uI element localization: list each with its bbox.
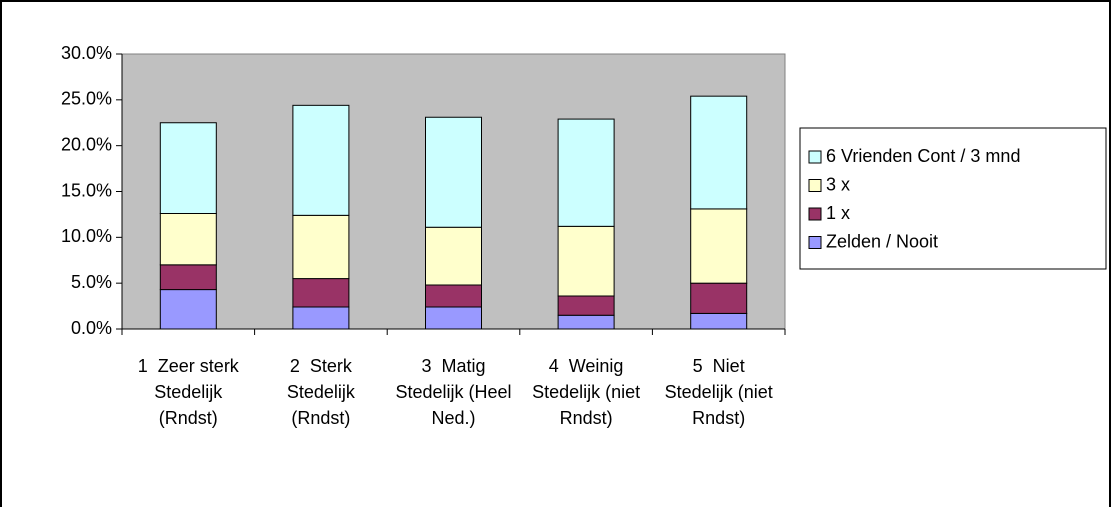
x-tick-label: 1 Zeer sterk Stedelijk (Rndst) xyxy=(137,356,244,428)
y-tick-label: 10.0% xyxy=(61,226,112,246)
y-tick-label: 15.0% xyxy=(61,180,112,200)
bar-segment xyxy=(557,314,615,330)
y-tick-label: 0.0% xyxy=(71,318,112,338)
bar-segment xyxy=(557,295,615,316)
bar-segment xyxy=(425,116,482,228)
legend-swatch xyxy=(808,236,822,249)
legend-box xyxy=(799,127,1107,270)
bar-segment xyxy=(159,122,217,214)
legend-label: 3 x xyxy=(826,174,850,194)
bar-segment xyxy=(292,104,350,216)
bar-segment xyxy=(425,284,482,308)
bar-segment xyxy=(557,225,615,297)
bar-segment xyxy=(557,118,615,227)
bar-segment xyxy=(159,264,217,291)
legend-swatch xyxy=(808,207,822,221)
legend-label: Zelden / Nooit xyxy=(826,231,938,251)
x-tick-label: 4 Weinig Stedelijk (niet Rndst) xyxy=(532,356,646,428)
bar-segment xyxy=(425,226,482,286)
y-tick-label: 20.0% xyxy=(61,134,112,154)
legend-swatch xyxy=(808,179,822,192)
bar-segment xyxy=(690,312,748,330)
bar-segment xyxy=(292,214,350,280)
bar-segment xyxy=(690,282,748,314)
bar-segment xyxy=(292,278,350,308)
bar-segment xyxy=(690,208,748,284)
bar-segment xyxy=(159,213,217,266)
legend-swatch xyxy=(808,150,822,164)
y-tick-label: 25.0% xyxy=(61,89,112,109)
x-tick-label: 3 Matig Stedelijk (Heel Ned.) xyxy=(395,356,517,428)
bar-segment xyxy=(292,306,350,330)
bar-segment xyxy=(425,306,482,330)
bar-segment xyxy=(159,289,217,330)
bar-segment xyxy=(690,95,748,210)
x-tick-label: 2 Sterk Stedelijk (Rndst) xyxy=(286,356,360,428)
y-tick-label: 5.0% xyxy=(71,272,112,292)
y-tick-label: 30.0% xyxy=(61,43,112,63)
legend-label: 6 Vrienden Cont / 3 mnd xyxy=(826,146,1020,166)
x-tick-label: 5 Niet Stedelijk (niet Rndst) xyxy=(664,356,778,428)
legend-label: 1 x xyxy=(826,203,850,223)
